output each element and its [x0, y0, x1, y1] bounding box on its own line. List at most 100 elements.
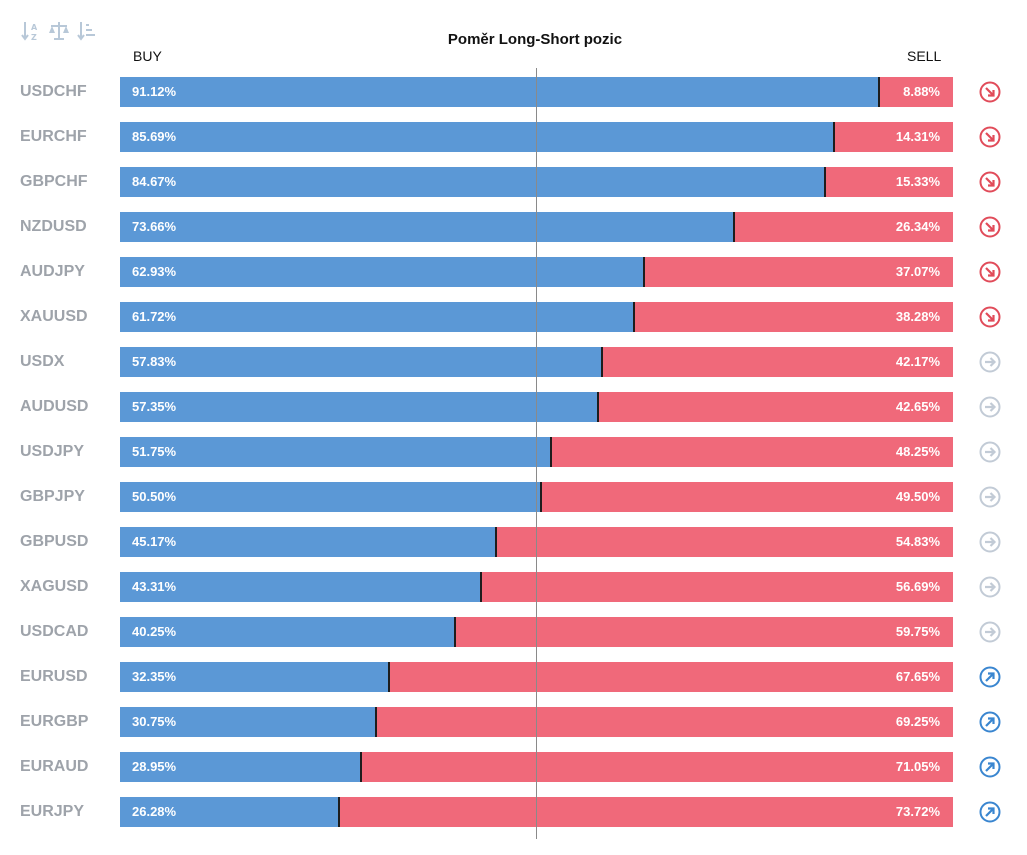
- table-row[interactable]: EURAUD 28.95% 71.05%: [0, 752, 1027, 782]
- trend-down-icon[interactable]: [979, 216, 1001, 238]
- buy-value-label: 91.12%: [132, 84, 177, 99]
- sell-value-label: 38.28%: [895, 309, 940, 324]
- sell-bar: [338, 797, 953, 827]
- table-row[interactable]: USDJPY 51.75% 48.25%: [0, 437, 1027, 467]
- sell-bar: [389, 662, 953, 692]
- sell-value-label: 54.83%: [895, 534, 940, 549]
- sell-value-label: 42.17%: [895, 354, 940, 369]
- buy-header: BUY: [133, 48, 162, 64]
- ratio-bar: [120, 617, 953, 647]
- ratio-divider: [600, 347, 603, 377]
- trend-down-icon[interactable]: [979, 261, 1001, 283]
- ratio-divider: [732, 212, 735, 242]
- sort-alpha-icon[interactable]: A Z: [20, 18, 42, 44]
- sell-value-label: 42.65%: [895, 399, 940, 414]
- buy-value-label: 57.83%: [132, 354, 177, 369]
- symbol-label: EURCHF: [20, 128, 87, 145]
- table-row[interactable]: USDCAD 40.25% 59.75%: [0, 617, 1027, 647]
- symbol-label: GBPJPY: [20, 488, 85, 505]
- table-row[interactable]: EURGBP 30.75% 69.25%: [0, 707, 1027, 737]
- buy-bar: [120, 707, 377, 737]
- balance-scale-icon[interactable]: [48, 18, 70, 44]
- ratio-divider: [596, 392, 599, 422]
- trend-neutral-icon[interactable]: [979, 486, 1001, 508]
- buy-bar: [120, 257, 645, 287]
- symbol-label: USDCAD: [20, 623, 89, 640]
- symbol-label: AUDJPY: [20, 263, 85, 280]
- trend-neutral-icon[interactable]: [979, 351, 1001, 373]
- trend-up-icon[interactable]: [979, 801, 1001, 823]
- trend-up-icon[interactable]: [979, 666, 1001, 688]
- sell-bar: [825, 167, 953, 197]
- ratio-divider: [495, 527, 498, 557]
- buy-bar: [120, 347, 602, 377]
- ratio-bar: [120, 122, 953, 152]
- ratio-divider: [878, 77, 881, 107]
- trend-neutral-icon[interactable]: [979, 621, 1001, 643]
- table-row[interactable]: USDX 57.83% 42.17%: [0, 347, 1027, 377]
- symbol-label: USDCHF: [20, 83, 87, 100]
- ratio-bar: [120, 77, 953, 107]
- trend-up-icon[interactable]: [979, 756, 1001, 778]
- sell-bar: [634, 302, 953, 332]
- table-row[interactable]: GBPUSD 45.17% 54.83%: [0, 527, 1027, 557]
- trend-neutral-icon[interactable]: [979, 531, 1001, 553]
- sell-bar: [551, 437, 953, 467]
- sell-value-label: 56.69%: [895, 579, 940, 594]
- buy-bar: [120, 662, 390, 692]
- sell-bar: [540, 482, 953, 512]
- sell-value-label: 71.05%: [895, 759, 940, 774]
- buy-bar: [120, 482, 541, 512]
- table-row[interactable]: EURUSD 32.35% 67.65%: [0, 662, 1027, 692]
- sell-value-label: 59.75%: [895, 624, 940, 639]
- buy-bar: [120, 797, 339, 827]
- buy-bar: [120, 167, 826, 197]
- table-row[interactable]: AUDJPY 62.93% 37.07%: [0, 257, 1027, 287]
- table-row[interactable]: AUDUSD 57.35% 42.65%: [0, 392, 1027, 422]
- buy-value-label: 32.35%: [132, 669, 177, 684]
- symbol-label: XAGUSD: [20, 578, 89, 595]
- table-row[interactable]: USDCHF 91.12% 8.88%: [0, 77, 1027, 107]
- ratio-divider: [454, 617, 457, 647]
- buy-bar: [120, 437, 552, 467]
- buy-value-label: 50.50%: [132, 489, 177, 504]
- ratio-bar: [120, 302, 953, 332]
- ratio-divider: [550, 437, 553, 467]
- center-line: [536, 68, 537, 839]
- symbol-label: USDX: [20, 353, 65, 370]
- symbol-label: GBPUSD: [20, 533, 89, 550]
- sell-header: SELL: [907, 48, 942, 64]
- sell-value-label: 37.07%: [895, 264, 940, 279]
- sell-bar: [644, 257, 953, 287]
- buy-value-label: 73.66%: [132, 219, 177, 234]
- symbol-label: NZDUSD: [20, 218, 87, 235]
- trend-down-icon[interactable]: [979, 171, 1001, 193]
- ratio-divider: [375, 707, 378, 737]
- ratio-bar: [120, 527, 953, 557]
- table-row[interactable]: GBPJPY 50.50% 49.50%: [0, 482, 1027, 512]
- trend-down-icon[interactable]: [979, 306, 1001, 328]
- table-row[interactable]: GBPCHF 84.67% 15.33%: [0, 167, 1027, 197]
- buy-bar: [120, 212, 734, 242]
- sell-value-label: 14.31%: [895, 129, 940, 144]
- trend-down-icon[interactable]: [979, 126, 1001, 148]
- ratio-divider: [539, 482, 542, 512]
- table-row[interactable]: EURJPY 26.28% 73.72%: [0, 797, 1027, 827]
- sort-list-icon[interactable]: [76, 18, 98, 44]
- trend-neutral-icon[interactable]: [979, 396, 1001, 418]
- table-row[interactable]: XAUUSD 61.72% 38.28%: [0, 302, 1027, 332]
- trend-neutral-icon[interactable]: [979, 441, 1001, 463]
- buy-value-label: 40.25%: [132, 624, 177, 639]
- ratio-divider: [360, 752, 363, 782]
- buy-bar: [120, 617, 456, 647]
- trend-up-icon[interactable]: [979, 711, 1001, 733]
- table-row[interactable]: EURCHF 85.69% 14.31%: [0, 122, 1027, 152]
- ratio-divider: [337, 797, 340, 827]
- table-row[interactable]: XAGUSD 43.31% 56.69%: [0, 572, 1027, 602]
- trend-down-icon[interactable]: [979, 81, 1001, 103]
- trend-neutral-icon[interactable]: [979, 576, 1001, 598]
- ratio-bar: [120, 752, 953, 782]
- buy-value-label: 28.95%: [132, 759, 177, 774]
- symbol-label: GBPCHF: [20, 173, 88, 190]
- table-row[interactable]: NZDUSD 73.66% 26.34%: [0, 212, 1027, 242]
